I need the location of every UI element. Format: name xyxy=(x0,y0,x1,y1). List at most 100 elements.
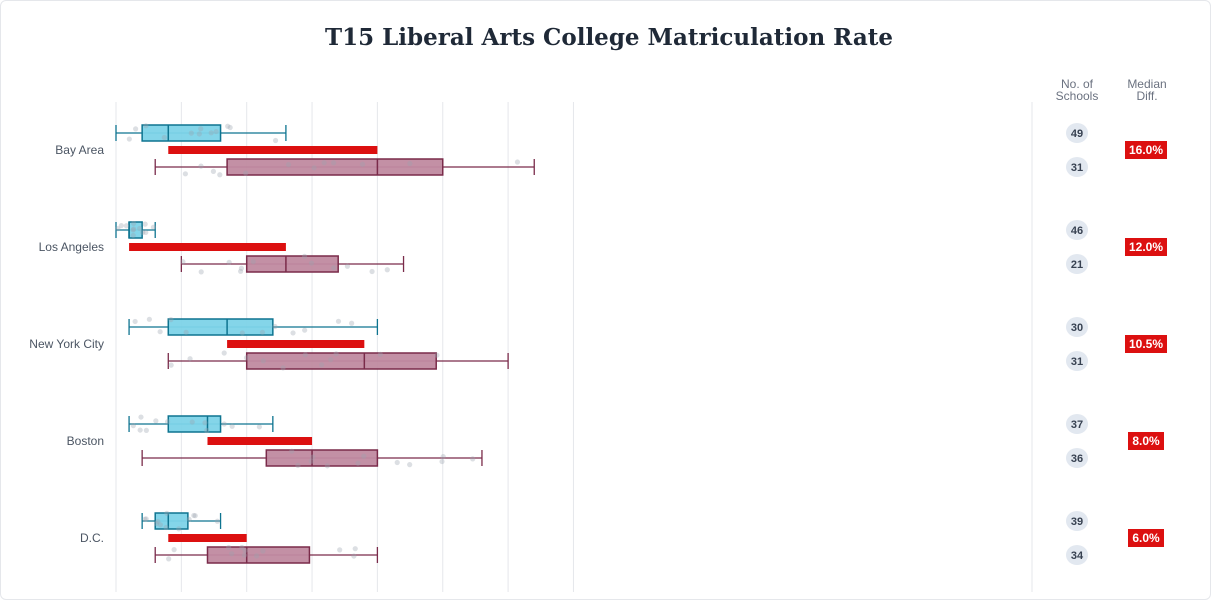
bottom-count-label: 36 xyxy=(1071,453,1083,465)
top-series-sample-dot xyxy=(239,330,245,336)
category-label: D.C. xyxy=(80,531,104,545)
top-series-sample-dot xyxy=(118,222,124,229)
bottom-series-sample-dot xyxy=(226,544,232,551)
bottom-series-sample-dot xyxy=(407,160,413,167)
top-series-sample-dot xyxy=(176,526,182,532)
bottom-series-sample-dot xyxy=(333,351,339,357)
bottom-series-sample-dot xyxy=(210,168,217,174)
bottom-series-sample-dot xyxy=(243,170,249,176)
top-series-sample-dot xyxy=(168,316,174,323)
bottom-series-sample-dot xyxy=(439,458,445,465)
top-series-sample-dot xyxy=(153,520,160,527)
bottom-series-sample-dot xyxy=(308,458,314,464)
bottom-count-label: 31 xyxy=(1071,162,1083,174)
bottom-series-sample-dot xyxy=(377,351,383,357)
top-series-box xyxy=(154,512,189,530)
bottom-count-label: 21 xyxy=(1071,259,1083,271)
top-series-sample-dot xyxy=(256,424,262,430)
top-series-sample-dot xyxy=(302,327,308,333)
top-series-sample-dot xyxy=(130,423,136,429)
top-series-sample-dot xyxy=(130,232,136,239)
top-count-bubble xyxy=(1066,414,1088,434)
top-series-sample-dot xyxy=(198,126,204,132)
top-series-sample-dot xyxy=(143,516,149,522)
top-series-sample-dot xyxy=(213,128,219,135)
count-header-line-2: Schools xyxy=(1055,89,1099,103)
median-diff-bar xyxy=(168,534,247,542)
top-series-sample-dot xyxy=(137,427,143,433)
diff-column-header: Median Diff. xyxy=(1116,78,1178,102)
top-series-sample-dot xyxy=(153,418,159,424)
top-series-sample-dot xyxy=(155,518,161,525)
top-series-box xyxy=(141,124,222,142)
bottom-series-sample-dot xyxy=(321,160,327,166)
bottom-series-sample-dot xyxy=(285,162,292,168)
bottom-series-sample-dot xyxy=(168,362,174,368)
median-diff-bar xyxy=(227,340,365,348)
top-series-sample-dot xyxy=(142,221,148,227)
top-count-bubble xyxy=(1066,123,1088,143)
top-series-sample-dot xyxy=(290,330,296,336)
bottom-series-sample-dot xyxy=(198,163,204,169)
bottom-series-sample-dot xyxy=(308,260,315,266)
bottom-count-bubble xyxy=(1066,351,1088,371)
top-series-sample-dot xyxy=(115,225,121,232)
top-series-sample-dot xyxy=(229,423,235,429)
bottom-count-label: 31 xyxy=(1071,356,1083,368)
top-count-label: 37 xyxy=(1071,419,1083,431)
median-diff-label: 6.0% xyxy=(1132,531,1160,545)
bottom-series-sample-dot xyxy=(260,548,266,554)
bottom-series-sample-dot xyxy=(328,357,334,363)
top-series-sample-dot xyxy=(143,229,149,236)
top-series-sample-dot xyxy=(123,223,129,229)
top-count-label: 49 xyxy=(1071,128,1083,140)
top-series-sample-dot xyxy=(272,323,278,330)
bottom-series-sample-dot xyxy=(242,547,248,554)
top-series-sample-dot xyxy=(192,513,198,519)
bottom-series-sample-dot xyxy=(440,454,446,460)
top-series-sample-dot xyxy=(133,126,139,132)
bottom-series-sample-dot xyxy=(182,171,188,177)
bottom-series-sample-dot xyxy=(434,352,440,358)
bottom-series-sample-dot xyxy=(238,265,245,271)
top-series-sample-dot xyxy=(259,329,266,335)
top-series-sample-dot xyxy=(225,123,231,129)
top-series-sample-dot xyxy=(157,329,163,335)
bottom-series-sample-dot xyxy=(311,165,317,171)
count-header-line-1: No. of xyxy=(1060,77,1093,91)
bottom-series-sample-dot xyxy=(295,462,301,469)
diff-header-line-2: Diff. xyxy=(1136,89,1158,103)
bottom-series-sample-dot xyxy=(238,268,244,274)
median-diff-bar xyxy=(168,146,378,154)
median-diff-bar xyxy=(207,437,313,445)
top-series-sample-dot xyxy=(189,419,195,425)
top-series-sample-dot xyxy=(221,421,227,427)
median-diff-badge xyxy=(1125,335,1167,353)
bottom-series-box xyxy=(265,449,379,467)
top-series-sample-dot xyxy=(164,419,171,425)
bottom-count-bubble xyxy=(1066,157,1088,177)
top-series-sample-dot xyxy=(196,131,202,137)
top-series-sample-dot xyxy=(131,220,137,227)
top-series-sample-dot xyxy=(188,130,194,136)
top-series-sample-dot xyxy=(191,512,197,519)
bottom-series-sample-dot xyxy=(241,552,248,558)
bottom-series-sample-dot xyxy=(180,259,186,265)
top-series-box xyxy=(167,415,222,433)
bottom-series-sample-dot xyxy=(187,356,193,362)
bottom-count-label: 34 xyxy=(1071,550,1084,562)
diff-header-line-1: Median xyxy=(1127,77,1167,91)
top-count-bubble xyxy=(1066,317,1088,337)
median-diff-badge xyxy=(1125,141,1167,159)
bottom-series-sample-dot xyxy=(344,263,351,269)
top-series-sample-dot xyxy=(214,518,220,524)
median-diff-badge xyxy=(1128,432,1164,450)
top-series-sample-dot xyxy=(272,137,279,144)
top-series-sample-dot xyxy=(335,318,342,324)
top-count-label: 30 xyxy=(1071,322,1083,334)
top-series-sample-dot xyxy=(208,130,214,136)
bottom-series-sample-dot xyxy=(280,365,286,371)
top-count-bubble xyxy=(1066,511,1088,531)
median-diff-bar xyxy=(129,243,286,251)
